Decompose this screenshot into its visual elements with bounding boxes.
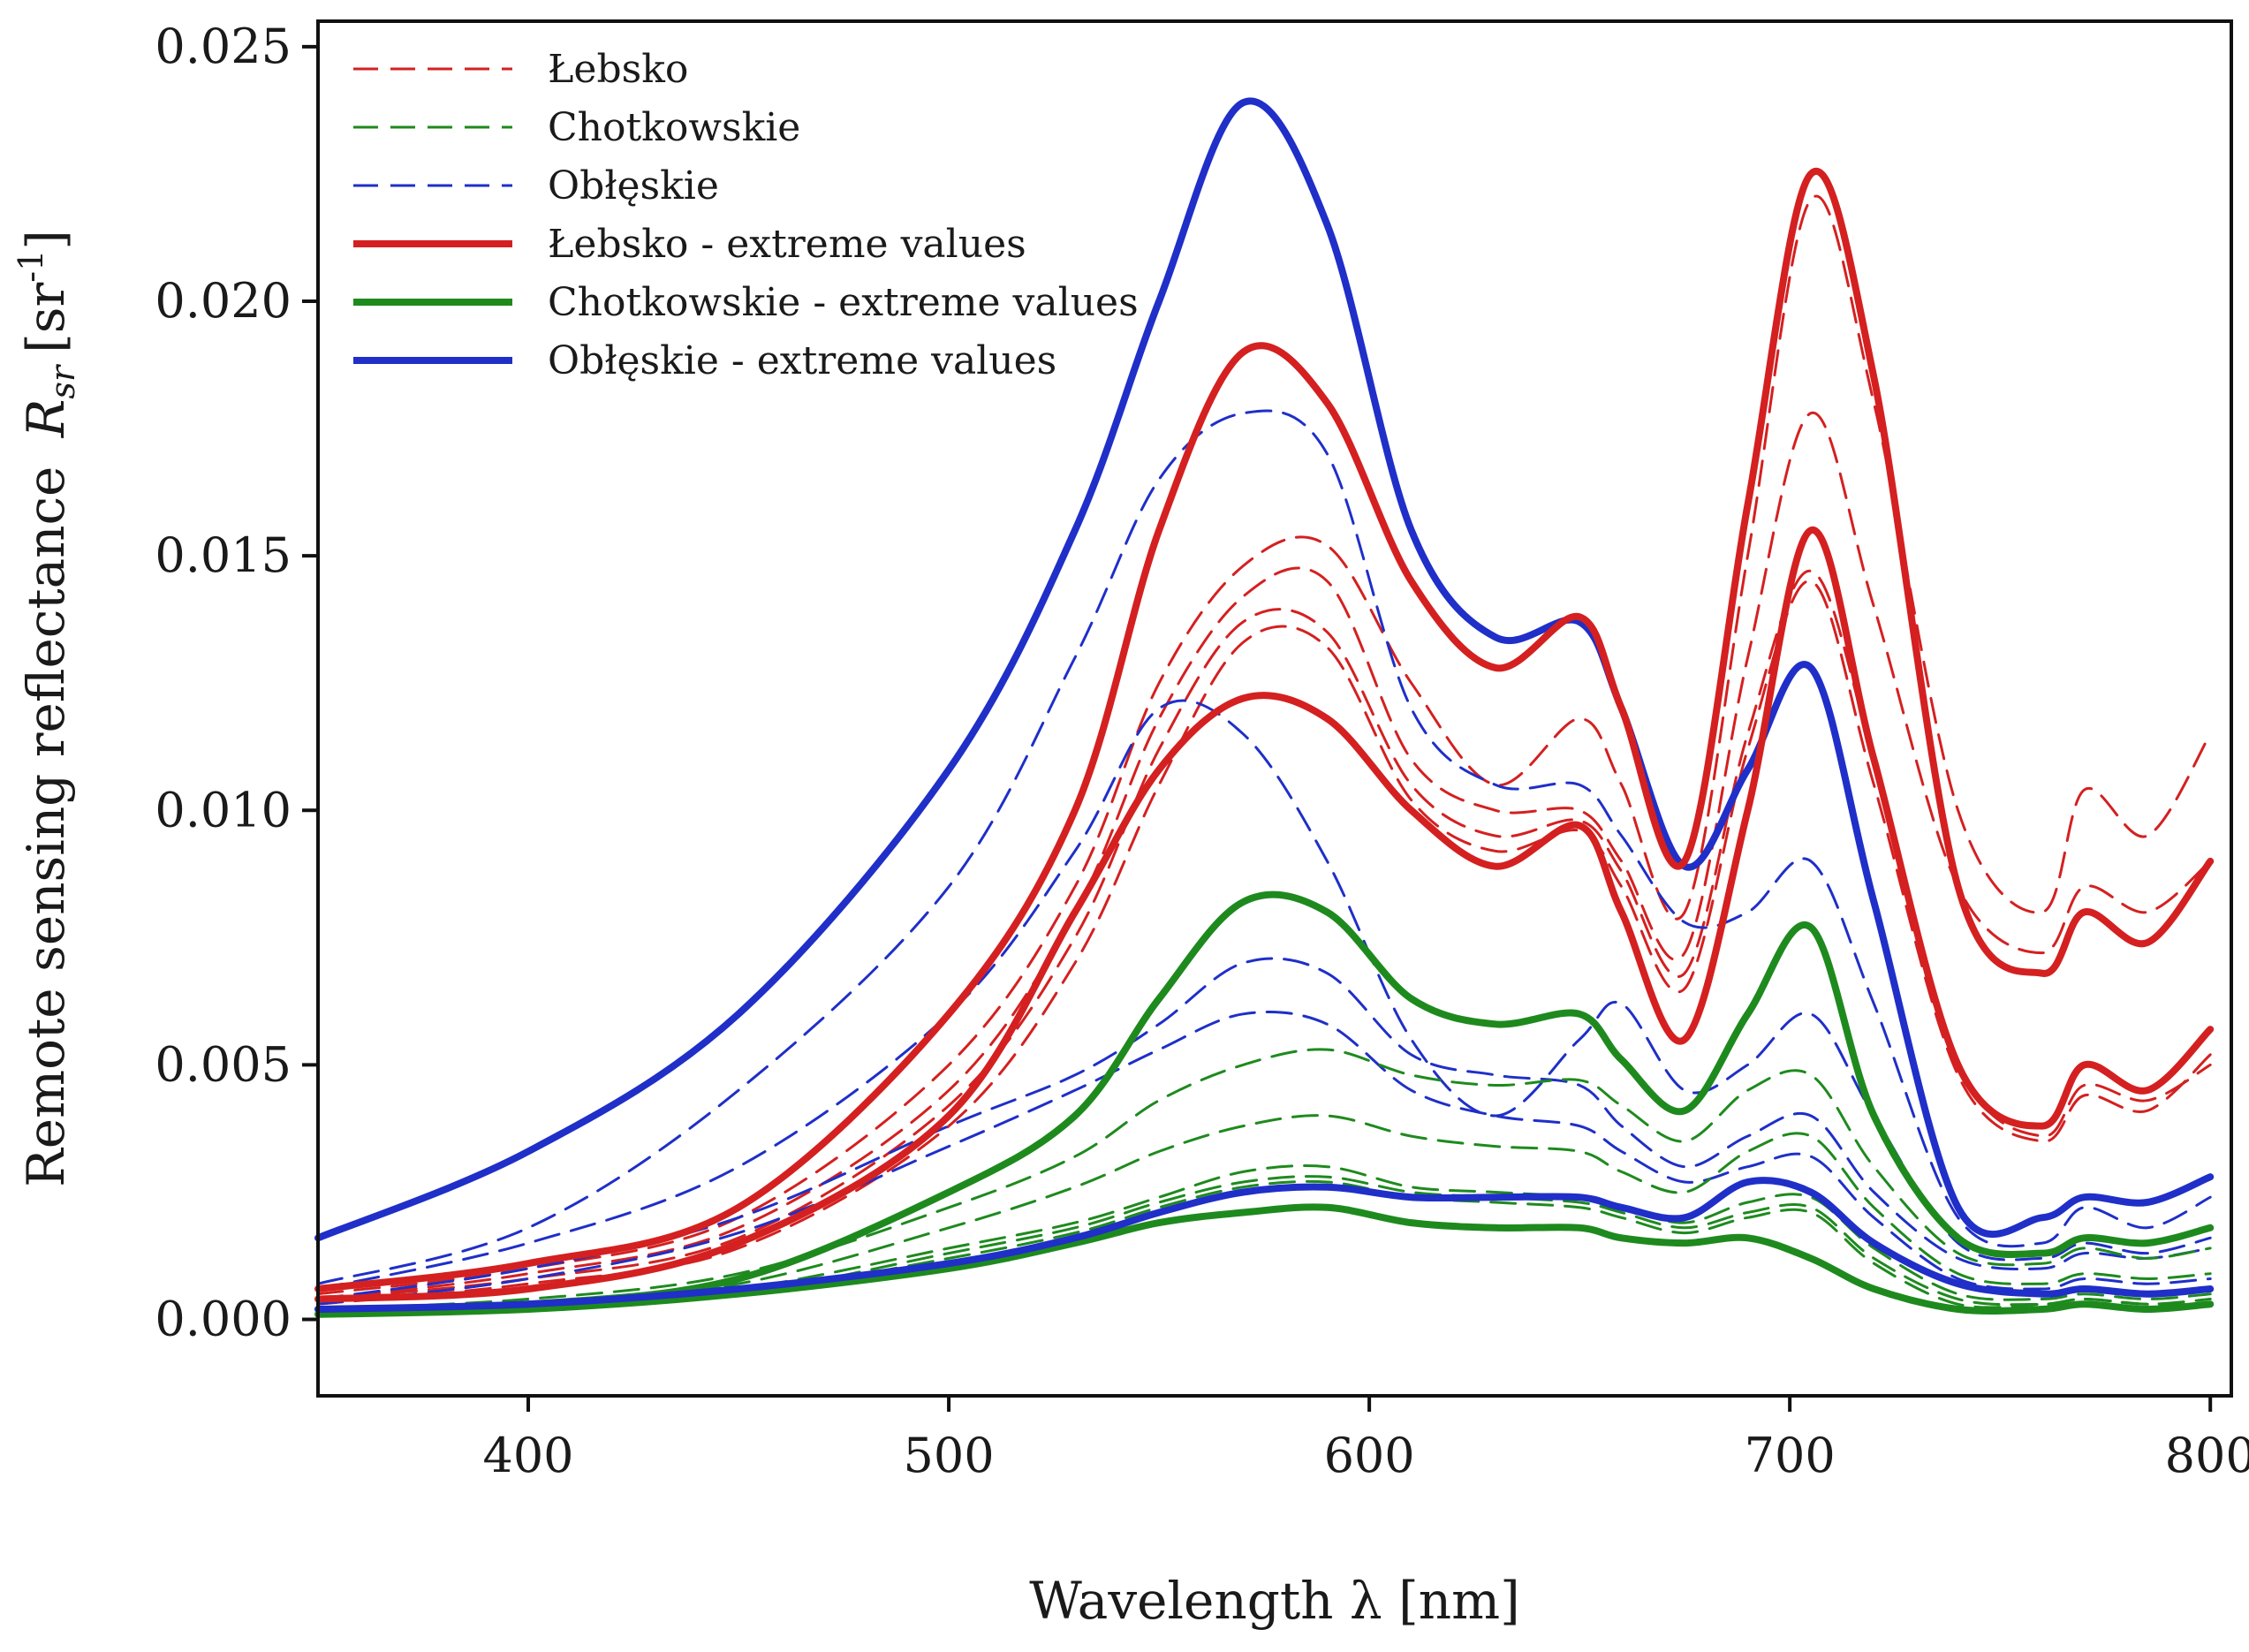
series-line-chotkowskie-extreme-values-min bbox=[314, 1203, 2215, 1318]
x-tick-label: 700 bbox=[1745, 1428, 1836, 1483]
x-tick-label: 400 bbox=[482, 1428, 573, 1483]
series-line-chotkowskie-2 bbox=[316, 1114, 2212, 1311]
x-axis-title: Wavelength λ [nm] bbox=[1029, 1571, 1520, 1631]
series-line-obleskie-1 bbox=[316, 409, 2212, 1285]
plot-frame bbox=[316, 19, 2233, 1398]
series-line-lebsko-extreme-values-max bbox=[314, 168, 2215, 1292]
series-line-chotkowskie-3 bbox=[316, 1164, 2212, 1316]
y-axis-title-main: Remote sensing reflectance bbox=[16, 466, 76, 1187]
y-tick-label: 0.010 bbox=[155, 782, 292, 837]
legend-label-obleskie: Obłęskie bbox=[548, 163, 719, 208]
legend-label-chotkowskie: Chotkowskie bbox=[548, 105, 800, 150]
y-axis-title-symbol: R bbox=[16, 399, 76, 439]
series-line-obleskie-extreme-values-min bbox=[314, 1177, 2215, 1313]
legend-label-obleskie-extreme-values: Obłęskie - extreme values bbox=[548, 338, 1056, 383]
series-line-obleskie-4 bbox=[316, 1010, 2212, 1306]
y-axis-title-unit-open: [sr bbox=[16, 282, 76, 352]
series-line-lebsko-2 bbox=[316, 412, 2212, 1300]
x-tick-label: 600 bbox=[1324, 1428, 1415, 1483]
series-line-lebsko-1 bbox=[316, 194, 2212, 1296]
y-axis-title-unit-sup: -1 bbox=[11, 250, 50, 283]
y-axis: 0.000 0.005 0.010 0.015 0.020 0.025 bbox=[155, 19, 318, 1347]
series-layer bbox=[314, 97, 2215, 1318]
y-tick-label: 0.015 bbox=[155, 527, 292, 583]
y-axis-title: Remote sensing reflectance Rsr [sr-1] bbox=[11, 230, 82, 1187]
x-axis: 400 500 600 700 800 bbox=[482, 1396, 2249, 1483]
legend: Łebsko Chotkowskie Obłęskie Łebsko - extrem… bbox=[353, 47, 1139, 383]
y-tick-label: 0.025 bbox=[155, 19, 292, 74]
series-line-obleskie-2 bbox=[316, 699, 2212, 1291]
legend-label-chotkowskie-extreme-values: Chotkowskie - extreme values bbox=[548, 280, 1139, 325]
y-tick-label: 0.000 bbox=[155, 1292, 292, 1347]
legend-label-lebsko-extreme-values: Łebsko - extreme values bbox=[548, 222, 1026, 267]
y-tick-label: 0.020 bbox=[155, 273, 292, 329]
x-tick-label: 500 bbox=[904, 1428, 995, 1483]
series-line-lebsko-extreme-values-min bbox=[314, 527, 2215, 1303]
series-line-obleskie-3 bbox=[316, 957, 2212, 1300]
series-line-chotkowskie-extreme-values-max bbox=[314, 890, 2215, 1313]
legend-label-lebsko: Łebsko bbox=[548, 47, 688, 92]
series-line-obleskie-extreme-values-max bbox=[314, 97, 2215, 1242]
y-tick-label: 0.005 bbox=[155, 1036, 292, 1092]
y-axis-title-unit-close: ] bbox=[16, 230, 76, 250]
x-tick-label: 800 bbox=[2165, 1428, 2249, 1483]
y-axis-title-subscript: sr bbox=[43, 363, 82, 399]
